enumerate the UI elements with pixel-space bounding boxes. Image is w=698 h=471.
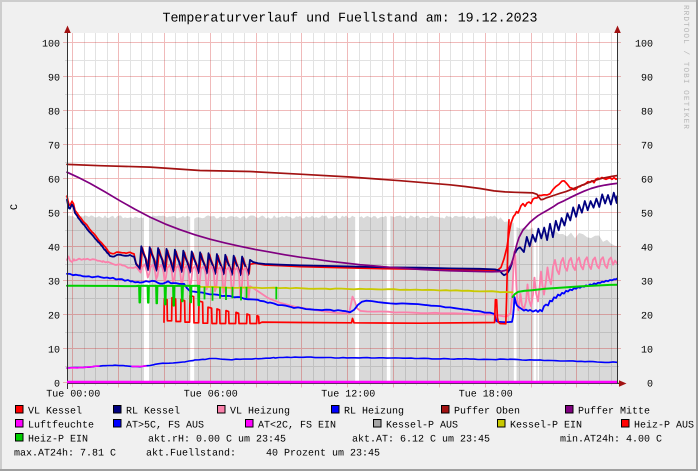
svg-text:Temperaturverlauf und Fuellsta: Temperaturverlauf und Fuellstand am: 19.… <box>162 11 537 26</box>
svg-text:40: 40 <box>48 244 60 255</box>
svg-text:RL Heizung: RL Heizung <box>344 406 404 418</box>
svg-text:100: 100 <box>42 40 60 51</box>
svg-text:AT>5C, FS AUS: AT>5C, FS AUS <box>126 421 204 432</box>
svg-text:min.AT24h: 4.00 C: min.AT24h: 4.00 C <box>560 434 662 446</box>
svg-text:Puffer Oben: Puffer Oben <box>454 406 520 418</box>
svg-text:40: 40 <box>641 244 653 255</box>
svg-text:Heiz-P EIN: Heiz-P EIN <box>28 434 88 446</box>
svg-text:0: 0 <box>54 380 60 391</box>
svg-text:30: 30 <box>48 278 60 289</box>
svg-text:C: C <box>10 204 21 210</box>
svg-text:Tue 18:00: Tue 18:00 <box>459 390 513 401</box>
svg-text:VL Heizung: VL Heizung <box>230 406 290 418</box>
svg-text:akt.Fuellstand:: akt.Fuellstand: <box>146 448 236 460</box>
svg-text:AT<2C, FS EIN: AT<2C, FS EIN <box>258 421 336 432</box>
svg-text:100: 100 <box>635 40 653 51</box>
svg-text:20: 20 <box>641 312 653 323</box>
svg-text:VL Kessel: VL Kessel <box>28 406 82 418</box>
svg-text:akt.AT: 6.12 C um 23:45: akt.AT: 6.12 C um 23:45 <box>352 434 490 446</box>
svg-text:70: 70 <box>641 142 653 153</box>
svg-text:Puffer Mitte: Puffer Mitte <box>578 406 650 418</box>
svg-text:Tue 06:00: Tue 06:00 <box>184 390 238 401</box>
svg-text:90: 90 <box>48 74 60 85</box>
svg-text:0: 0 <box>647 380 653 391</box>
svg-text:50: 50 <box>48 210 60 221</box>
svg-text:RL Kessel: RL Kessel <box>126 406 180 418</box>
svg-text:80: 80 <box>641 108 653 119</box>
svg-text:Tue 00:00: Tue 00:00 <box>46 390 100 401</box>
svg-text:80: 80 <box>48 108 60 119</box>
svg-text:Luftfeuchte: Luftfeuchte <box>28 420 94 432</box>
svg-text:10: 10 <box>48 346 60 357</box>
svg-text:50: 50 <box>641 210 653 221</box>
svg-text:20: 20 <box>48 312 60 323</box>
svg-text:10: 10 <box>641 346 653 357</box>
svg-text:60: 60 <box>641 176 653 187</box>
svg-text:max.AT24h: 7.81 C: max.AT24h: 7.81 C <box>14 448 116 460</box>
svg-text:Tue 12:00: Tue 12:00 <box>321 390 375 401</box>
svg-text:40 Prozent um 23:45: 40 Prozent um 23:45 <box>266 449 380 460</box>
svg-text:RRDTOOL / TOBI OETIKER: RRDTOOL / TOBI OETIKER <box>681 5 690 130</box>
svg-text:30: 30 <box>641 278 653 289</box>
svg-text:60: 60 <box>48 176 60 187</box>
svg-text:90: 90 <box>641 74 653 85</box>
svg-text:70: 70 <box>48 142 60 153</box>
svg-text:Kessel-P AUS: Kessel-P AUS <box>386 420 458 432</box>
svg-text:Heiz-P AUS: Heiz-P AUS <box>634 420 694 432</box>
svg-text:akt.rH: 0.00 C um 23:45: akt.rH: 0.00 C um 23:45 <box>148 434 286 446</box>
svg-text:Kessel-P EIN: Kessel-P EIN <box>510 420 582 432</box>
